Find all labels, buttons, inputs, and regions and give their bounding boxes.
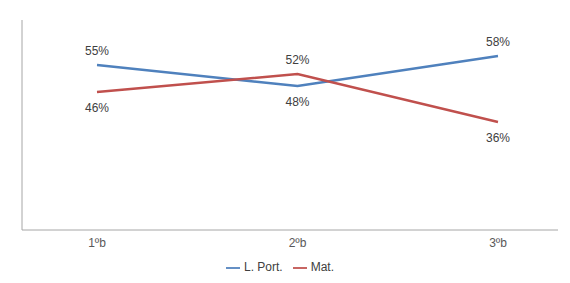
html-text:L. Port.: L. Port. <box>244 260 283 274</box>
svg-text:1ºb: 1ºb <box>88 236 106 250</box>
svg-text:58%: 58% <box>486 35 510 49</box>
svg-text:55%: 55% <box>85 44 109 58</box>
svg-text:46%: 46% <box>85 101 109 115</box>
svg-text:2ºb: 2ºb <box>289 236 307 250</box>
html-text:Mat.: Mat. <box>310 260 334 274</box>
svg-text:3ºb: 3ºb <box>489 236 507 250</box>
svg-text:52%: 52% <box>285 53 309 67</box>
svg-text:36%: 36% <box>486 131 510 145</box>
svg-text:48%: 48% <box>285 95 309 109</box>
